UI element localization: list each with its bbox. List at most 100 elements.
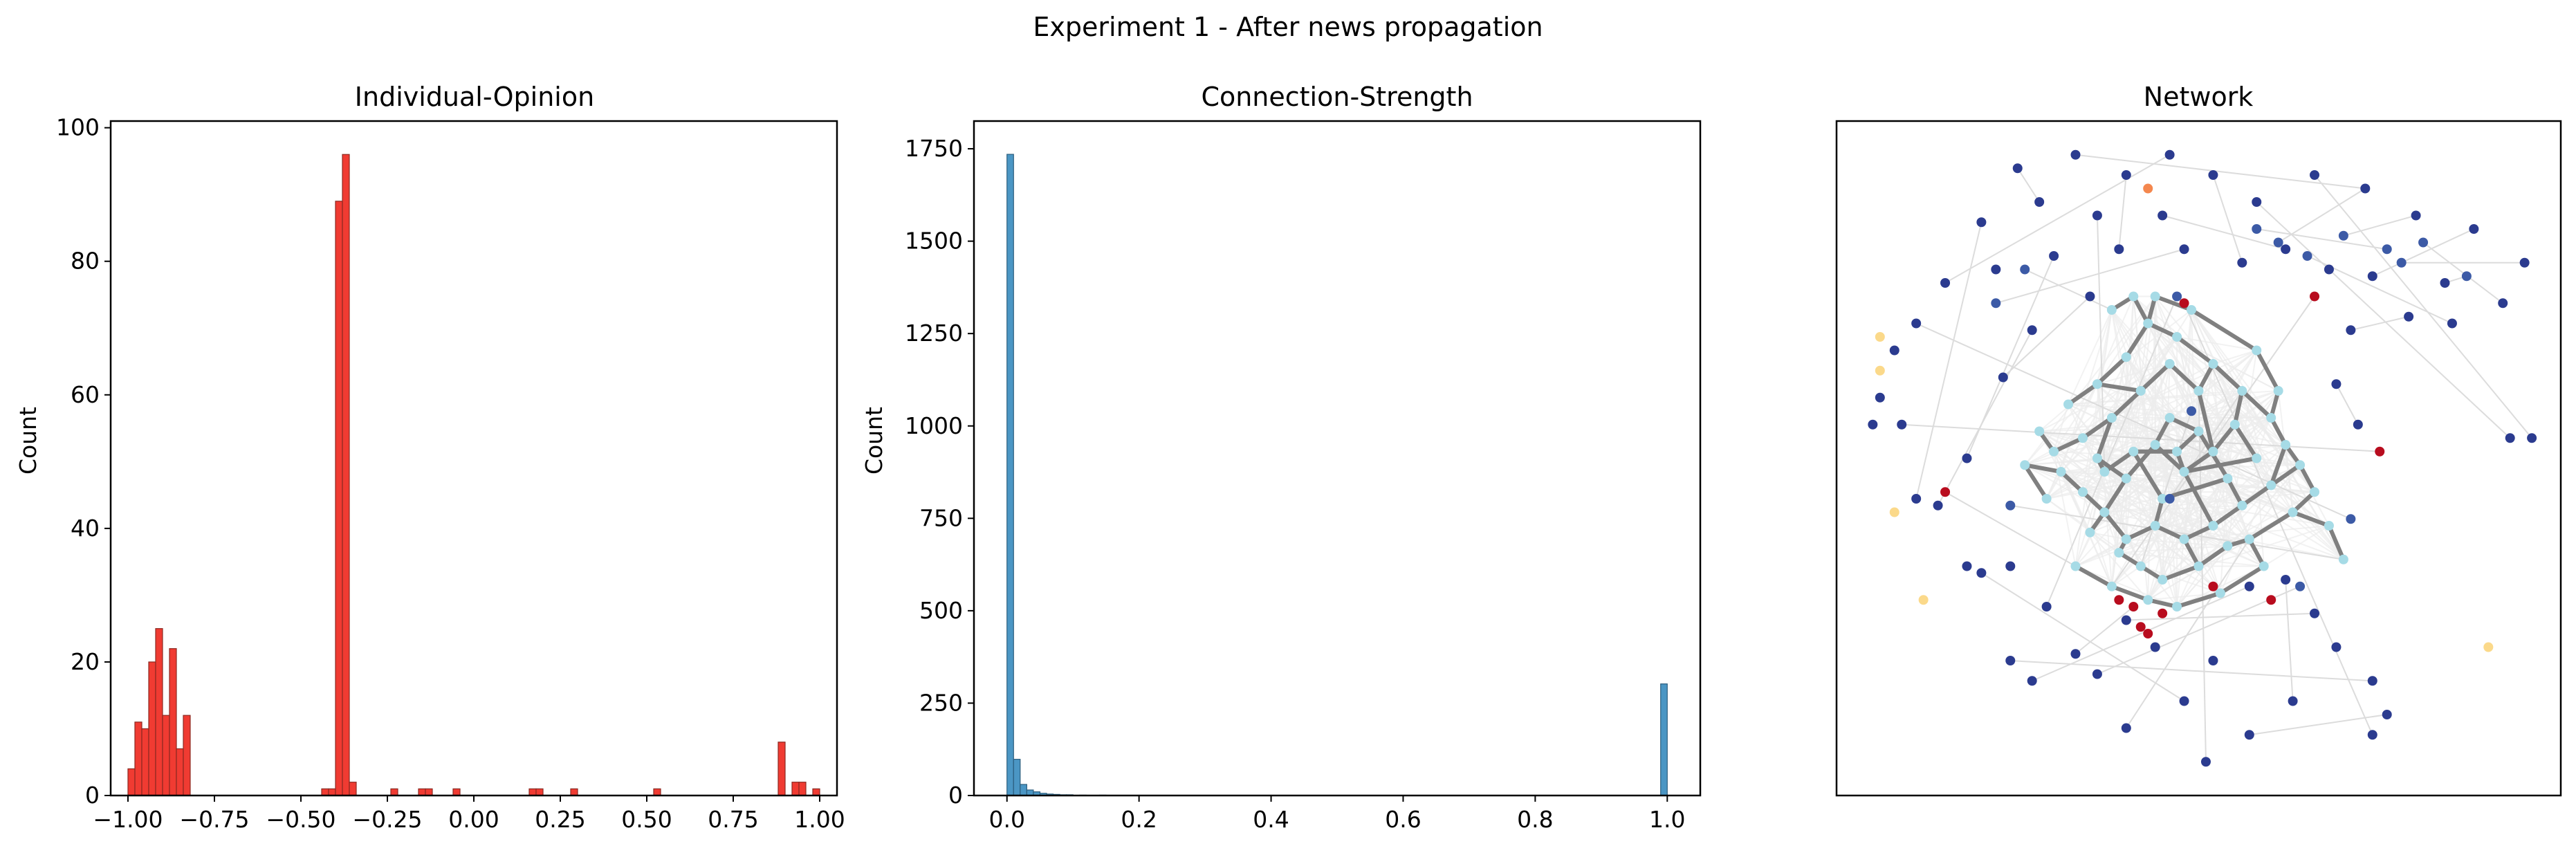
network-node [2193, 561, 2204, 571]
network-weak-edge [2096, 215, 2106, 472]
strength-histogram-panel: Connection-Strength Count 0 250 500 750 1000… [861, 82, 1702, 833]
network-node [2020, 264, 2030, 275]
network-weak-edge [2249, 714, 2387, 736]
network-background-edge [2111, 349, 2257, 419]
figure-title: Experiment 1 - After news propagation [1033, 12, 1543, 42]
network-node [2237, 386, 2247, 396]
network-background-edge [2147, 525, 2214, 600]
network-node [2114, 595, 2124, 605]
opinion-histogram-panel: Individual-Opinion Count 0 20 40 60 80 100 −1… [15, 82, 845, 833]
network-chart-title: Network [2144, 82, 2254, 112]
network-node [2310, 487, 2320, 497]
network-weak-edge [1915, 322, 2351, 520]
strength-y-tick-label: 1250 [905, 320, 963, 347]
network-node [2005, 656, 2016, 665]
network-node [2135, 561, 2146, 571]
network-strong-edge [2326, 524, 2346, 562]
network-node [2034, 197, 2045, 207]
opinion-y-tick-label: 0 [85, 782, 100, 809]
network-node [2244, 534, 2254, 544]
network-strong-edge [2131, 449, 2165, 501]
network-node [2179, 696, 2189, 706]
network-node [1889, 507, 1899, 517]
network-node [2367, 730, 2377, 740]
network-node [2179, 244, 2189, 255]
network-node [2121, 170, 2131, 180]
network-weak-edge [1944, 491, 2077, 567]
network-node [1940, 278, 1951, 288]
network-node [2164, 413, 2175, 423]
network-node [2331, 642, 2342, 652]
network-node [2179, 467, 2189, 477]
network-strong-edge [2102, 476, 2128, 515]
network-strong-edge [2175, 591, 2223, 609]
network-node [2143, 318, 2153, 329]
network-background-edge [2176, 464, 2301, 607]
network-node [2273, 237, 2283, 248]
network-weak-edge [2256, 201, 2511, 439]
network-background-edge [2039, 363, 2171, 432]
opinion-bar [148, 661, 156, 796]
network-background-edge [2089, 471, 2106, 533]
network-node [2077, 487, 2088, 497]
network-strong-edge [2211, 422, 2237, 454]
network-node [2527, 433, 2537, 443]
network-background-edge [2046, 498, 2119, 553]
network-strong-edge [2095, 416, 2114, 461]
network-background-edge [2104, 471, 2221, 594]
network-node [2121, 534, 2131, 544]
network-node [2382, 710, 2392, 719]
network-node [1991, 298, 2001, 309]
network-node [1911, 494, 1922, 504]
network-node [2121, 473, 2131, 484]
network-background-edge [2110, 498, 2164, 587]
opinion-x-tick-label: 0.00 [448, 806, 499, 833]
strength-y-tick-label: 1000 [905, 412, 963, 439]
network-node [2106, 581, 2117, 591]
strength-x-tick-label: 0.4 [1253, 806, 1289, 833]
network-background-edge [2140, 309, 2192, 392]
network-node [2092, 669, 2102, 679]
network-node [2150, 642, 2160, 652]
strength-y-axis-label: Count [861, 407, 887, 475]
opinion-bars [127, 154, 820, 796]
opinion-bar [127, 768, 136, 796]
network-background-edge [2162, 498, 2221, 594]
network-strong-edge [2196, 544, 2230, 569]
network-node [1918, 595, 1929, 605]
network-node [2295, 581, 2306, 591]
strength-x-tick-label: 1.0 [1649, 806, 1685, 833]
network-strong-edge [2102, 510, 2128, 542]
network-strong-edge [2138, 362, 2172, 393]
network-strong-edge [2095, 382, 2143, 393]
network-node [2302, 251, 2312, 261]
network-node [1991, 264, 2001, 275]
network-strong-edge [2146, 321, 2180, 339]
network-node [2005, 561, 2016, 571]
network-node [2483, 642, 2494, 652]
network-node [2121, 352, 2131, 362]
opinion-y-tick-label: 20 [71, 648, 100, 675]
network-strong-edge [2052, 436, 2085, 454]
network-node [2418, 237, 2429, 248]
opinion-bar [418, 788, 426, 796]
strength-y-tick-label: 0 [948, 782, 963, 809]
network-strong-edge [2290, 510, 2331, 528]
network-node [1897, 419, 1907, 430]
network-weak-edge [2335, 383, 2359, 425]
network-weak-edge [2162, 214, 2286, 250]
strength-x-tick-label: 0.8 [1517, 806, 1553, 833]
network-strong-edge [2196, 362, 2216, 393]
strength-x-tick-label: 0.2 [1121, 806, 1157, 833]
network-strong-edge [2254, 348, 2281, 393]
network-node [2143, 183, 2153, 194]
network-background-edge [2045, 437, 2083, 499]
network-strong-edge [2211, 503, 2245, 528]
strength-y-tick-label: 1750 [905, 135, 963, 162]
network-strong-edge [2182, 470, 2216, 528]
network-plot-frame [1835, 120, 2562, 797]
opinion-x-tick-label: 0.50 [621, 806, 672, 833]
opinion-bar [390, 788, 398, 796]
network-background-edge [2097, 383, 2178, 452]
